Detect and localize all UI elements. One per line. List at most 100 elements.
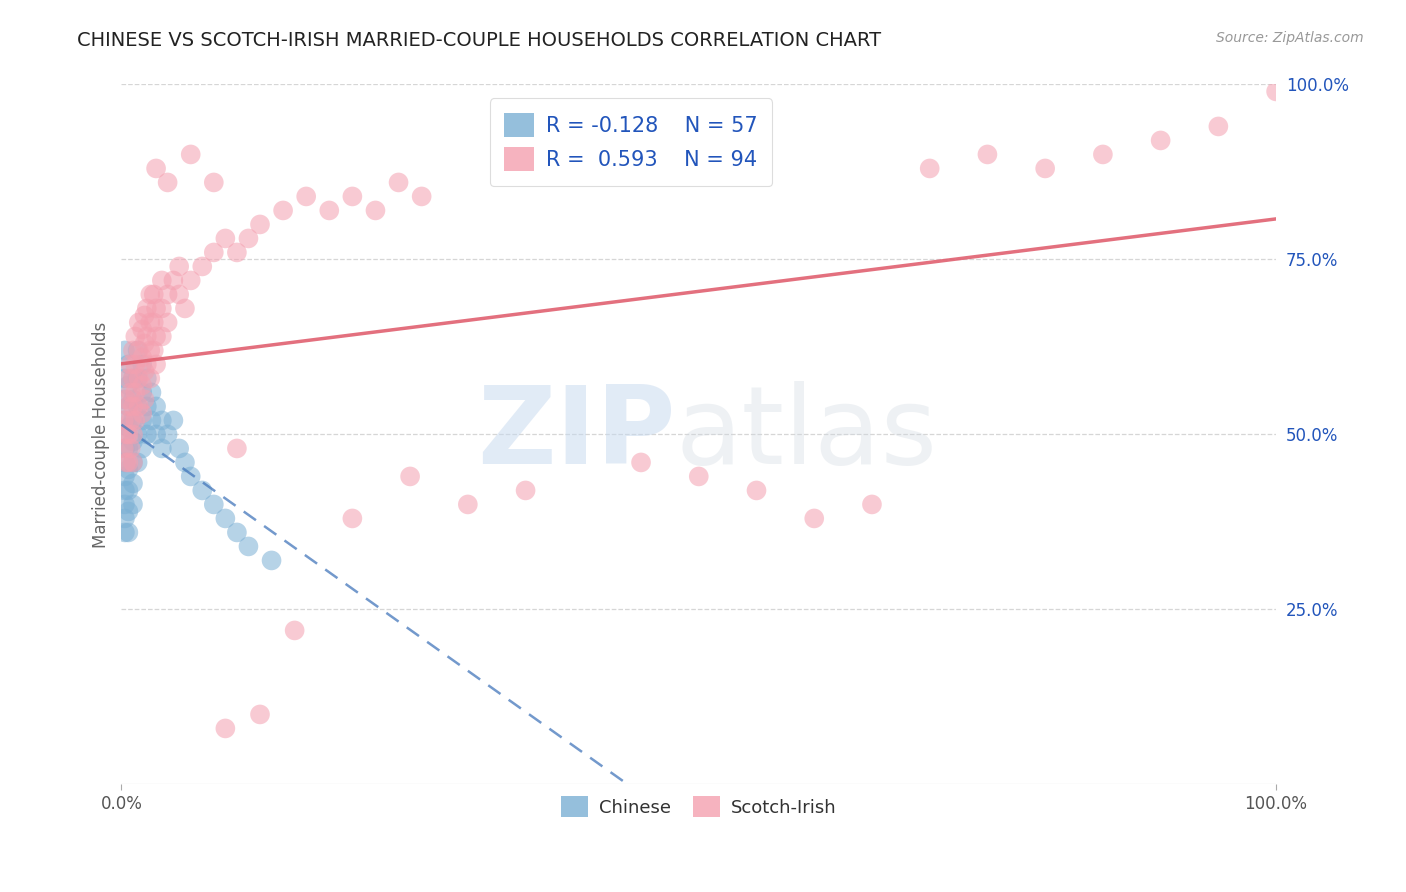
Point — [127, 371, 149, 385]
Point — [150, 301, 173, 316]
Point — [150, 329, 173, 343]
Point — [167, 260, 190, 274]
Point — [150, 413, 173, 427]
Point — [115, 392, 138, 407]
Point — [142, 343, 165, 358]
Point — [150, 273, 173, 287]
Point — [135, 400, 157, 414]
Point — [114, 427, 136, 442]
Point — [156, 427, 179, 442]
Point — [284, 624, 307, 638]
Point — [114, 392, 136, 407]
Point — [131, 406, 153, 420]
Point — [976, 147, 998, 161]
Point — [122, 498, 145, 512]
Point — [202, 245, 225, 260]
Point — [134, 309, 156, 323]
Point — [271, 203, 294, 218]
Point — [114, 442, 136, 456]
Point — [167, 287, 190, 301]
Point — [131, 378, 153, 392]
Point — [142, 315, 165, 329]
Point — [117, 400, 139, 414]
Point — [131, 385, 153, 400]
Point — [117, 400, 139, 414]
Point — [114, 483, 136, 498]
Point — [114, 413, 136, 427]
Point — [114, 469, 136, 483]
Point — [399, 469, 422, 483]
Point — [225, 525, 247, 540]
Point — [127, 427, 149, 442]
Point — [117, 455, 139, 469]
Point — [364, 203, 387, 218]
Point — [127, 400, 149, 414]
Point — [387, 176, 409, 190]
Point — [135, 301, 157, 316]
Point — [156, 176, 179, 190]
Point — [127, 343, 149, 358]
Point — [122, 427, 145, 442]
Point — [131, 322, 153, 336]
Point — [112, 413, 135, 427]
Point — [457, 498, 479, 512]
Point — [860, 498, 883, 512]
Point — [156, 315, 179, 329]
Point — [156, 287, 179, 301]
Point — [120, 442, 142, 456]
Point — [145, 400, 167, 414]
Y-axis label: Married-couple Households: Married-couple Households — [93, 321, 110, 548]
Point — [120, 358, 142, 372]
Point — [122, 476, 145, 491]
Point — [117, 504, 139, 518]
Point — [411, 189, 433, 203]
Text: ZIP: ZIP — [477, 382, 676, 487]
Point — [162, 273, 184, 287]
Point — [225, 245, 247, 260]
Point — [122, 371, 145, 385]
Point — [174, 301, 197, 316]
Point — [122, 400, 145, 414]
Point — [342, 189, 364, 203]
Point — [139, 315, 162, 329]
Point — [145, 301, 167, 316]
Point — [114, 455, 136, 469]
Point — [630, 455, 652, 469]
Point — [249, 218, 271, 232]
Point — [128, 400, 150, 414]
Text: CHINESE VS SCOTCH-IRISH MARRIED-COUPLE HOUSEHOLDS CORRELATION CHART: CHINESE VS SCOTCH-IRISH MARRIED-COUPLE H… — [77, 31, 882, 50]
Point — [134, 336, 156, 351]
Point — [117, 442, 139, 456]
Point — [122, 455, 145, 469]
Point — [342, 511, 364, 525]
Text: Source: ZipAtlas.com: Source: ZipAtlas.com — [1216, 31, 1364, 45]
Point — [117, 420, 139, 434]
Point — [141, 385, 163, 400]
Point — [122, 413, 145, 427]
Point — [225, 442, 247, 456]
Point — [174, 455, 197, 469]
Point — [515, 483, 537, 498]
Point — [117, 483, 139, 498]
Point — [124, 413, 146, 427]
Point — [134, 364, 156, 378]
Point — [135, 358, 157, 372]
Point — [145, 358, 167, 372]
Point — [120, 413, 142, 427]
Legend: Chinese, Scotch-Irish: Chinese, Scotch-Irish — [554, 789, 844, 824]
Point — [318, 203, 340, 218]
Point — [117, 371, 139, 385]
Point — [128, 371, 150, 385]
Point — [122, 455, 145, 469]
Point — [180, 273, 202, 287]
Point — [135, 371, 157, 385]
Point — [134, 392, 156, 407]
Point — [139, 343, 162, 358]
Point — [131, 358, 153, 372]
Point — [112, 442, 135, 456]
Point — [115, 455, 138, 469]
Point — [180, 147, 202, 161]
Point — [145, 329, 167, 343]
Point — [139, 287, 162, 301]
Point — [115, 427, 138, 442]
